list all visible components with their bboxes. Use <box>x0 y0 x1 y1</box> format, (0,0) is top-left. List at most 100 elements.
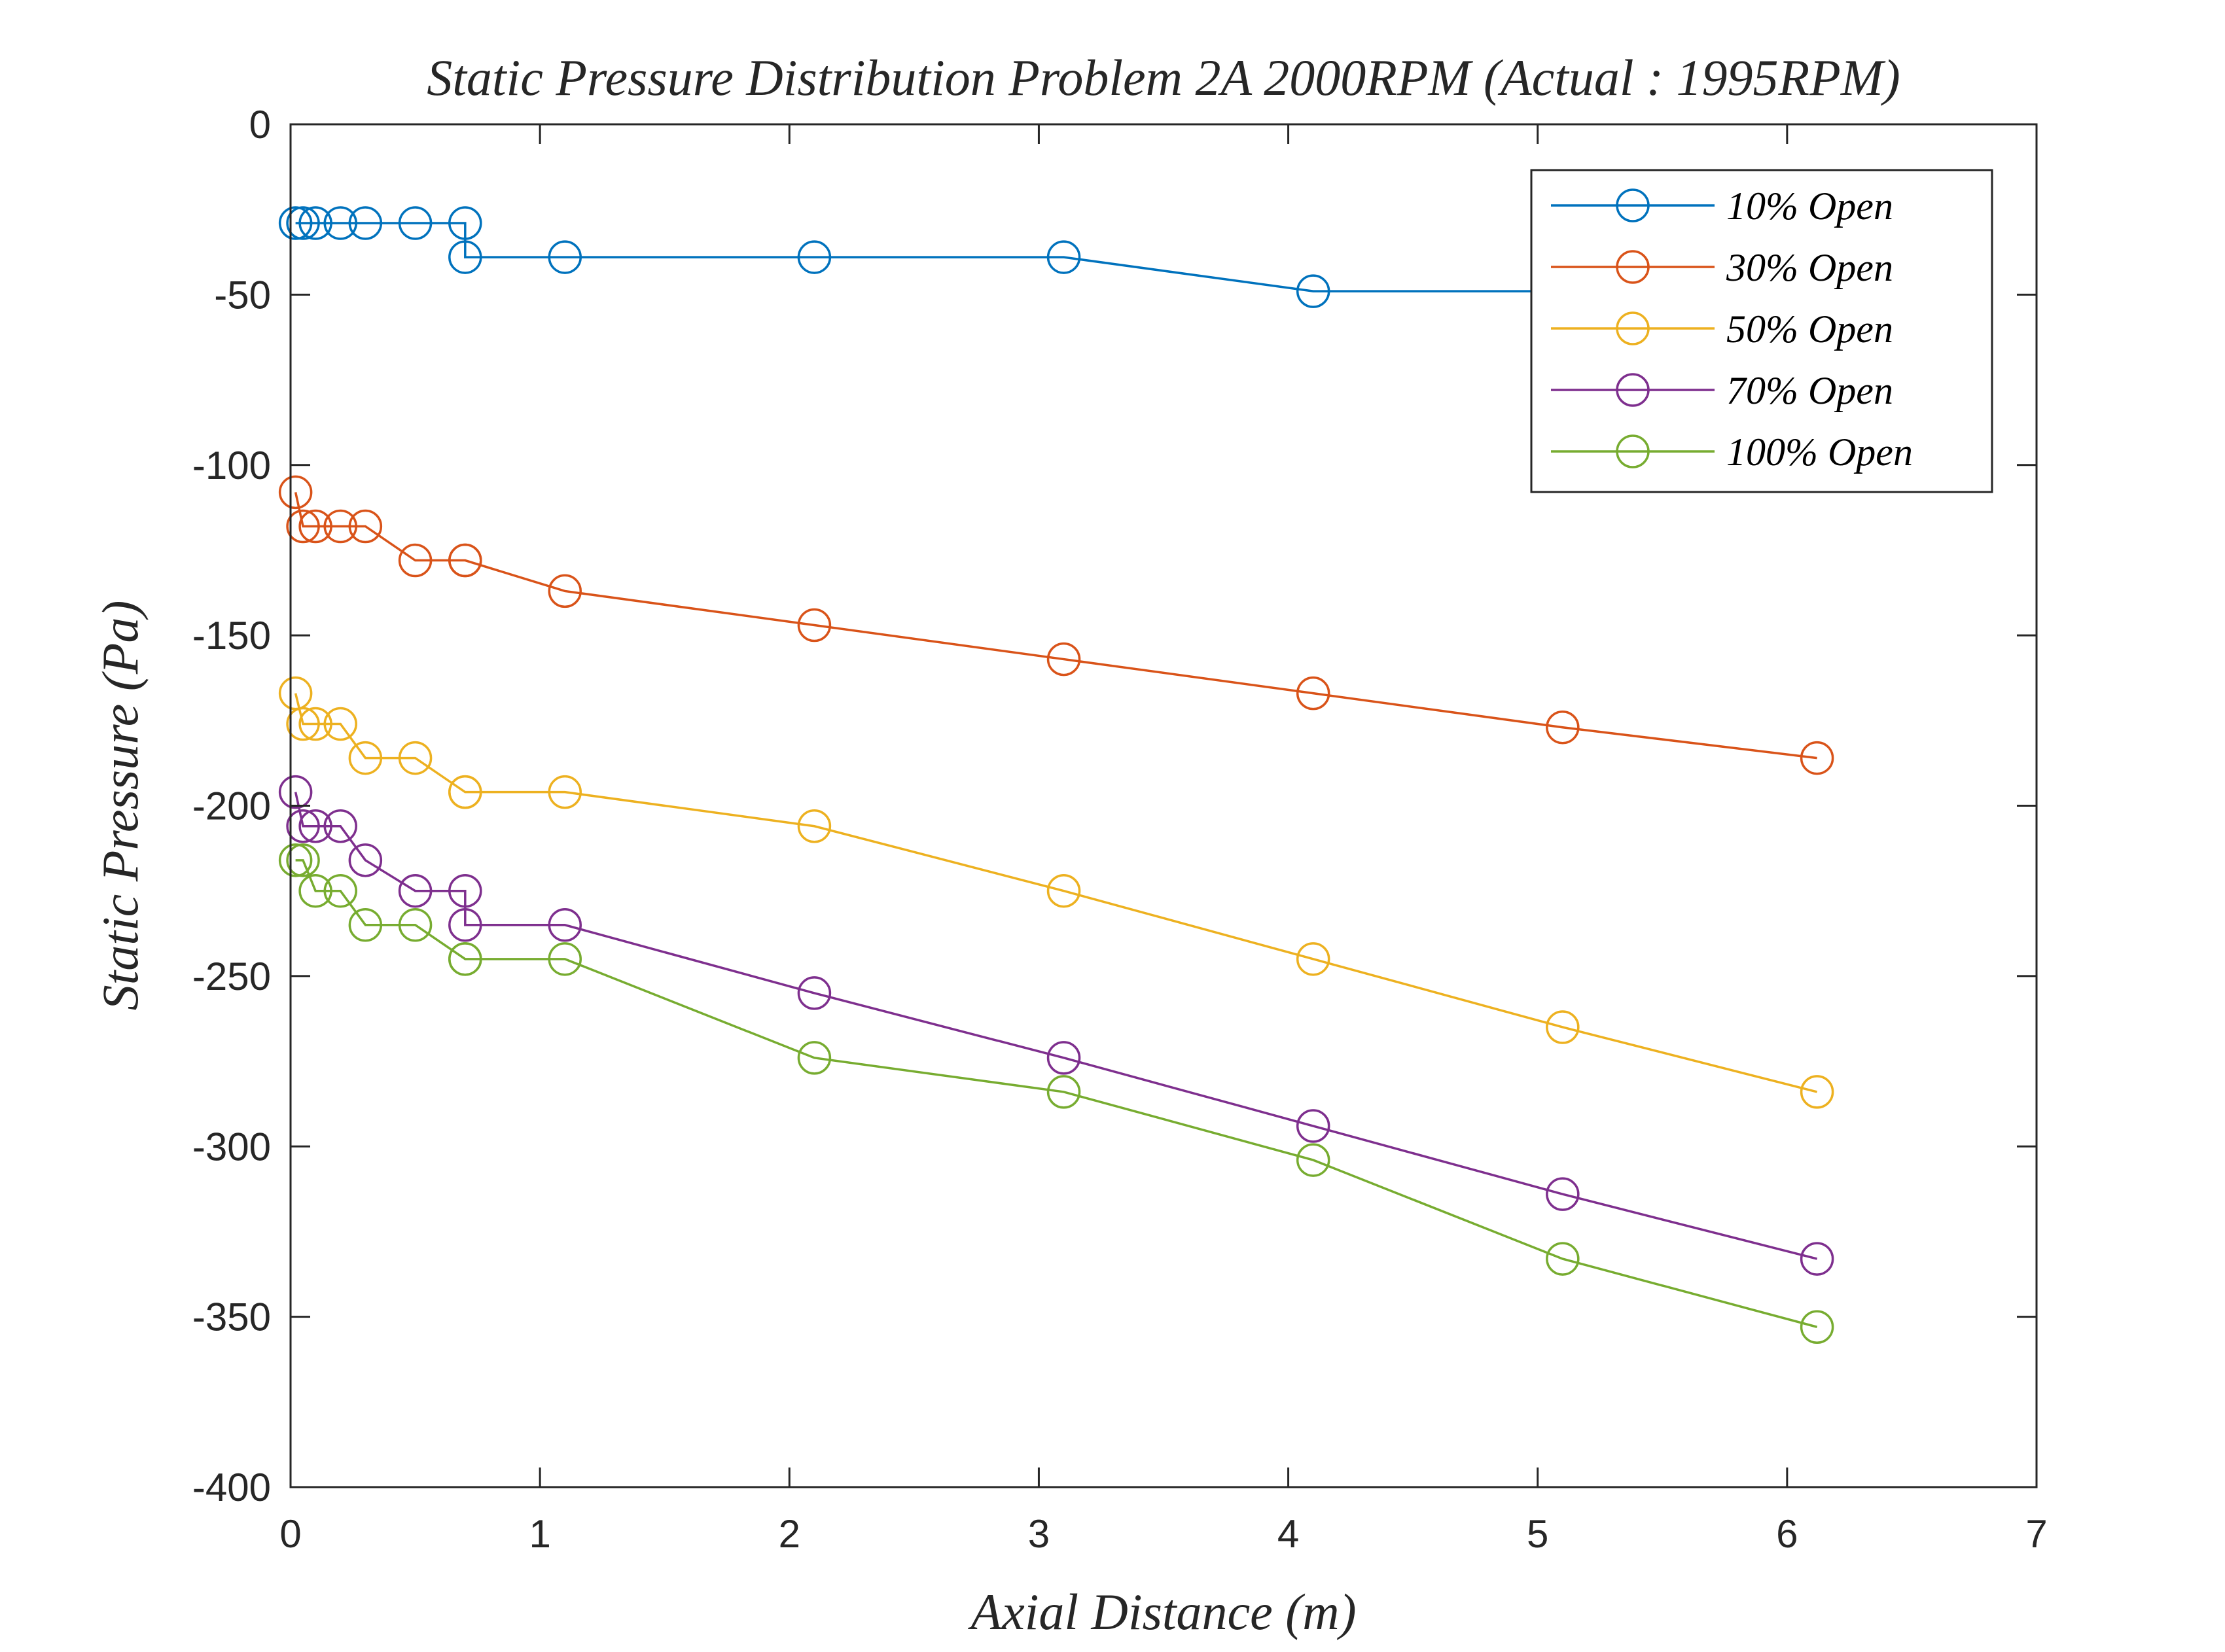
data-point <box>1296 1109 1330 1143</box>
data-point <box>348 206 383 240</box>
data-point <box>398 543 433 578</box>
data-point <box>1546 1010 1580 1044</box>
data-point <box>448 908 482 942</box>
data-point <box>797 1041 832 1075</box>
data-point <box>398 873 433 908</box>
data-point <box>323 873 357 908</box>
data-point <box>1296 942 1330 976</box>
data-point <box>1546 710 1580 745</box>
legend-box <box>1530 169 1993 493</box>
data-point <box>448 775 482 809</box>
legend-marker <box>1616 434 1650 468</box>
y-tick-label: -400 <box>192 1466 271 1509</box>
data-point <box>398 908 433 942</box>
legend-items: 10% Open 30% Open 50% Open 70% Open 100% Ope… <box>1551 185 1913 474</box>
data-point <box>348 741 383 775</box>
y-tick-label: -100 <box>192 444 271 487</box>
legend-marker <box>1616 250 1650 284</box>
data-point <box>286 707 320 741</box>
chart-title: Static Pressure Distribution Problem 2A … <box>427 49 1900 106</box>
data-point <box>1296 1143 1330 1177</box>
data-point <box>448 240 482 274</box>
legend-label: 50% Open <box>1726 308 1893 351</box>
legend-label: 30% Open <box>1726 246 1893 289</box>
x-tick-label: 5 <box>1527 1512 1548 1556</box>
data-point <box>298 707 332 741</box>
data-point <box>348 908 383 942</box>
data-point <box>1800 1075 1834 1109</box>
data-point <box>797 976 832 1010</box>
data-point <box>548 942 582 976</box>
y-tick-label: -350 <box>192 1295 271 1339</box>
data-point <box>278 206 313 240</box>
y-tick-label: -250 <box>192 955 271 998</box>
data-point <box>797 240 832 274</box>
data-point <box>448 206 482 240</box>
y-tick-label: -150 <box>192 614 271 658</box>
y-tick-label: -200 <box>192 784 271 828</box>
data-point <box>1296 676 1330 711</box>
x-axis-label: Axial Distance (m) <box>967 1583 1356 1640</box>
legend-marker <box>1616 188 1650 222</box>
data-point <box>348 509 383 544</box>
series-line <box>294 492 1817 760</box>
data-point <box>298 509 332 544</box>
data-point <box>448 873 482 908</box>
data-point <box>323 206 357 240</box>
data-point <box>286 509 320 544</box>
y-tick-label: 0 <box>249 103 271 147</box>
legend-marker <box>1616 373 1650 407</box>
series-layer <box>278 206 1834 1344</box>
tick-layer: 0 1 2 3 4 5 6 7 0 -50 -100 -150 -200 -250 -300 -350 -400 <box>192 103 2048 1556</box>
data-point <box>548 775 582 809</box>
data-point <box>323 707 357 741</box>
legend-label: 10% Open <box>1726 185 1893 228</box>
data-point <box>1546 1242 1580 1276</box>
data-point <box>1800 1310 1834 1344</box>
y-tick-label: -300 <box>192 1125 271 1169</box>
legend: 10% Open 30% Open 50% Open 70% Open 100% Ope… <box>1530 169 1993 493</box>
x-tick-label: 0 <box>279 1512 301 1556</box>
x-tick-label: 1 <box>529 1512 550 1556</box>
data-point <box>286 206 320 240</box>
data-point <box>1800 741 1834 775</box>
data-point <box>1046 642 1081 677</box>
y-axis-label: Static Pressure (Pa) <box>92 601 149 1011</box>
data-point <box>323 509 357 544</box>
data-point <box>298 809 332 843</box>
data-point <box>323 809 357 843</box>
data-point <box>548 240 582 274</box>
legend-label: 70% Open <box>1726 369 1893 412</box>
data-point <box>278 843 313 877</box>
data-point <box>278 475 313 510</box>
series-line <box>294 693 1818 1093</box>
data-point <box>548 908 582 942</box>
data-point <box>286 809 320 843</box>
data-point <box>448 942 482 976</box>
data-point <box>548 574 582 608</box>
x-tick-label: 3 <box>1028 1512 1050 1556</box>
data-point <box>398 741 433 775</box>
legend-marker <box>1616 311 1650 345</box>
data-point <box>797 809 832 843</box>
data-point <box>797 608 832 642</box>
data-point <box>1296 274 1330 308</box>
x-tick-label: 2 <box>779 1512 800 1556</box>
data-point <box>298 873 332 908</box>
legend-label: 100% Open <box>1726 431 1913 474</box>
data-point <box>1046 873 1081 908</box>
data-point <box>278 775 313 809</box>
x-tick-label: 4 <box>1277 1512 1299 1556</box>
x-tick-label: 6 <box>1776 1512 1798 1556</box>
series-line <box>295 859 1818 1328</box>
data-point <box>348 843 383 877</box>
data-point <box>398 206 433 240</box>
y-tick-label: -50 <box>214 273 271 317</box>
data-point <box>1046 1075 1081 1109</box>
data-point <box>286 843 320 877</box>
data-point <box>448 543 482 578</box>
data-point <box>1046 1041 1081 1075</box>
data-point <box>1800 1242 1834 1276</box>
